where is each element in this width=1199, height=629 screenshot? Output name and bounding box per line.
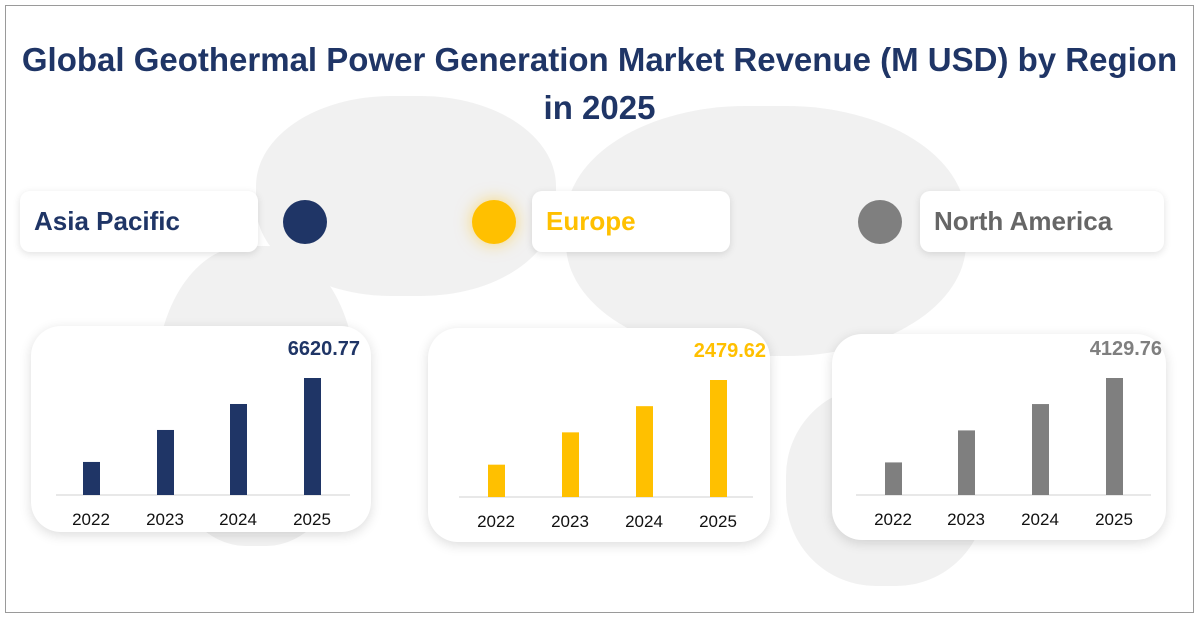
data-label-2025: 4129.76 xyxy=(1090,338,1162,360)
chart-card-north-america: 2022 2023 2024 2025 4129.76 xyxy=(832,334,1166,540)
x-tick-label: 2023 xyxy=(551,512,589,531)
chart-title: Global Geothermal Power Generation Marke… xyxy=(21,41,1178,126)
bar-2024 xyxy=(636,406,653,497)
x-tick-label: 2023 xyxy=(146,510,184,529)
bar-chart: 2022 2023 2024 2025 4129.76 xyxy=(856,338,1162,529)
x-tick-label: 2024 xyxy=(625,512,663,531)
data-label-2025: 6620.77 xyxy=(288,338,360,360)
region-marker-north-america xyxy=(858,200,902,244)
region-marker-asia-pacific xyxy=(283,200,327,244)
x-tick-label: 2022 xyxy=(874,510,912,529)
x-tick-label: 2025 xyxy=(1095,510,1133,529)
x-tick-label: 2025 xyxy=(293,510,331,529)
x-tick-label: 2025 xyxy=(699,512,737,531)
region-label-europe: Europe xyxy=(532,191,730,252)
bar-chart: 2022 2023 2024 2025 2479.62 xyxy=(459,340,766,531)
bar-2023 xyxy=(157,429,174,495)
bar-2024 xyxy=(230,403,247,495)
data-label-2025: 2479.62 xyxy=(694,340,766,362)
bar-2024 xyxy=(1032,404,1049,495)
bar-2022 xyxy=(83,461,100,495)
bar-2025 xyxy=(710,380,727,497)
region-label-asia-pacific: Asia Pacific xyxy=(20,191,258,252)
chart-card-europe: 2022 2023 2024 2025 2479.62 xyxy=(428,328,770,542)
chart-card-asia-pacific: 2022 2023 2024 2025 6620.77 xyxy=(31,326,371,532)
x-tick-label: 2023 xyxy=(947,510,985,529)
infographic: Global Geothermal Power Generation Marke… xyxy=(5,5,1194,613)
bar-2025 xyxy=(1106,378,1123,495)
x-tick-label: 2024 xyxy=(1021,510,1059,529)
bar-2025 xyxy=(304,378,321,495)
bar-2023 xyxy=(562,432,579,497)
x-tick-label: 2022 xyxy=(72,510,110,529)
x-tick-label: 2022 xyxy=(477,512,515,531)
region-label-north-america: North America xyxy=(920,191,1164,252)
x-tick-label: 2024 xyxy=(219,510,257,529)
bar-2023 xyxy=(958,430,975,495)
bar-2022 xyxy=(885,462,902,495)
bar-2022 xyxy=(488,464,505,497)
bar-chart: 2022 2023 2024 2025 6620.77 xyxy=(56,338,360,529)
region-marker-europe xyxy=(472,200,516,244)
